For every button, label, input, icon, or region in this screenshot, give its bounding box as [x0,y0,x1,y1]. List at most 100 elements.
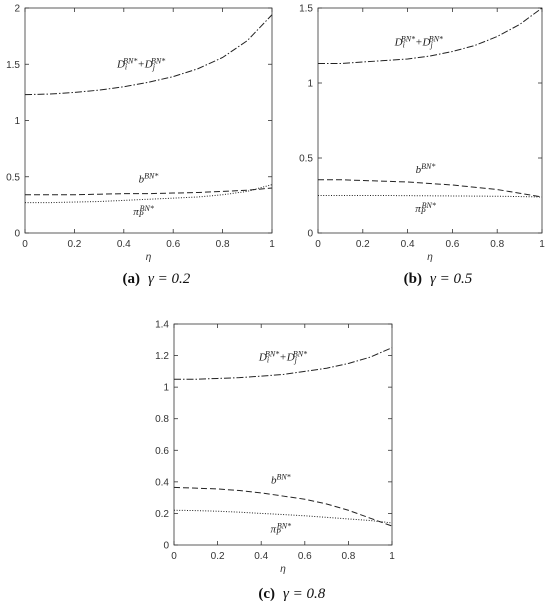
label-part: + [415,37,422,49]
x-tick-label: 0.4 [401,239,415,250]
label-part: P [138,210,144,219]
x-tick-label: 0.8 [216,239,230,250]
x-tick-label: 0.6 [445,239,459,250]
x-tick-label: 0.8 [341,551,355,562]
subplot: 0 0.5 1 1.5 0 0.2 0.4 0.6 0.8 1 η DiBN*+DjBN* bBN* πP… [299,4,545,288]
x-tick-label: 0 [22,239,28,250]
label-part: BN* [144,172,158,181]
y-tick-label: 2 [14,4,20,15]
series-line [318,7,543,64]
label-part: + [137,59,144,71]
series-label: bBN* [139,172,159,186]
subplot: 00.511.520 0.2 0.4 0.6 0.8 1ηDiBN*+DjBN*bBN*π… [6,4,275,288]
y-tick-label: 0.8 [155,414,169,425]
plot-frame [173,323,393,546]
y-tick-label: 1.2 [155,351,169,362]
y-tick-label: 0.5 [6,172,20,183]
caption: γ = 0.2 [148,271,191,287]
series-line [318,195,543,198]
label-part: BN* [276,473,290,482]
series-line [25,184,273,204]
label-part: D [258,351,267,363]
y-tick-label: 1 [307,79,313,90]
series-line [318,179,543,198]
x-tick-label: 0 [171,551,177,562]
x-tick-label: 1 [389,551,395,562]
caption: γ = 0.8 [283,586,326,602]
label-part: + [279,351,286,363]
y-tick-label: 0.6 [155,446,169,457]
x-tick-label: 0.4 [254,551,268,562]
y-tick-label: 0.5 [299,154,313,165]
label-part: π [415,203,421,215]
label-part: BN* [293,350,307,359]
label-part: i [125,63,127,72]
label-part: i [267,356,269,365]
x-axis-label: η [146,252,152,263]
label-part: π [133,206,139,218]
label-part: BN* [421,162,435,171]
label-part: j [294,356,298,365]
label-part: BN* [265,350,279,359]
label-part: j [152,63,156,72]
y-tick-label: 1.5 [6,60,20,71]
series-label: bBN* [271,473,291,487]
plot-frame [317,7,543,234]
x-tick-label: 1 [539,239,545,250]
label-part: D [422,37,431,49]
y-tick-label: 0 [163,541,169,552]
series-line [24,14,273,96]
y-tick-label: 1.4 [155,320,169,331]
series-label: DiBN*+DjBN* [116,57,165,72]
label-part: BN* [277,522,291,531]
y-tick-label: 1 [163,383,169,394]
x-tick-label: 0.6 [166,239,180,250]
y-tick-label: 0 [14,229,20,240]
series-label: πPBN* [415,201,436,216]
label-part: D [116,59,125,71]
x-axis-label: η [280,564,286,575]
y-tick-label: 0.2 [155,509,169,520]
y-tick-label: 1 [14,116,20,127]
x-tick-label: 0.2 [67,239,81,250]
x-tick-label: 0 [315,239,321,250]
series-label: DiBN*+DjBN* [258,350,307,365]
label-part: BN* [401,35,415,44]
x-tick-label: 0.4 [117,239,131,250]
x-tick-label: 0.2 [356,239,370,250]
label-part: i [403,41,405,50]
x-axis-label: η [427,252,433,263]
x-tick-label: 1 [269,239,275,250]
y-tick-label: 1.5 [299,4,313,15]
label-part: BN* [429,35,443,44]
label-part: BN* [422,201,436,210]
label-part: BN* [123,57,137,66]
label-part: D [144,59,153,71]
x-tick-label: 0.8 [490,239,504,250]
series-label: πPBN* [133,204,154,219]
caption-tag: (a) [123,271,141,287]
label-part: b [139,173,145,185]
subplot: 00.20.40.60.811.21.40 0.2 0.4 0.6 0.8 1ηDiBN*… [155,320,395,603]
label-part: b [271,474,277,486]
series-label: DiBN*+DjBN* [394,35,443,50]
series-label: bBN* [416,162,436,176]
x-tick-label: 0.2 [211,551,225,562]
label-part: D [286,351,295,363]
label-part: BN* [151,57,165,66]
caption: γ = 0.5 [430,271,473,287]
series-line [25,187,273,196]
label-part: D [394,37,403,49]
x-tick-label: 0.6 [298,551,312,562]
caption-tag: (c) [258,586,275,602]
series-line [173,486,393,527]
y-tick-label: 0 [307,229,313,240]
label-part: π [270,523,276,535]
y-tick-label: 0.4 [155,477,169,488]
series-label: πPBN* [270,522,291,537]
series-line [174,347,393,380]
label-part: P [275,528,281,537]
plot-frame [24,7,273,234]
label-part: BN* [140,204,154,213]
